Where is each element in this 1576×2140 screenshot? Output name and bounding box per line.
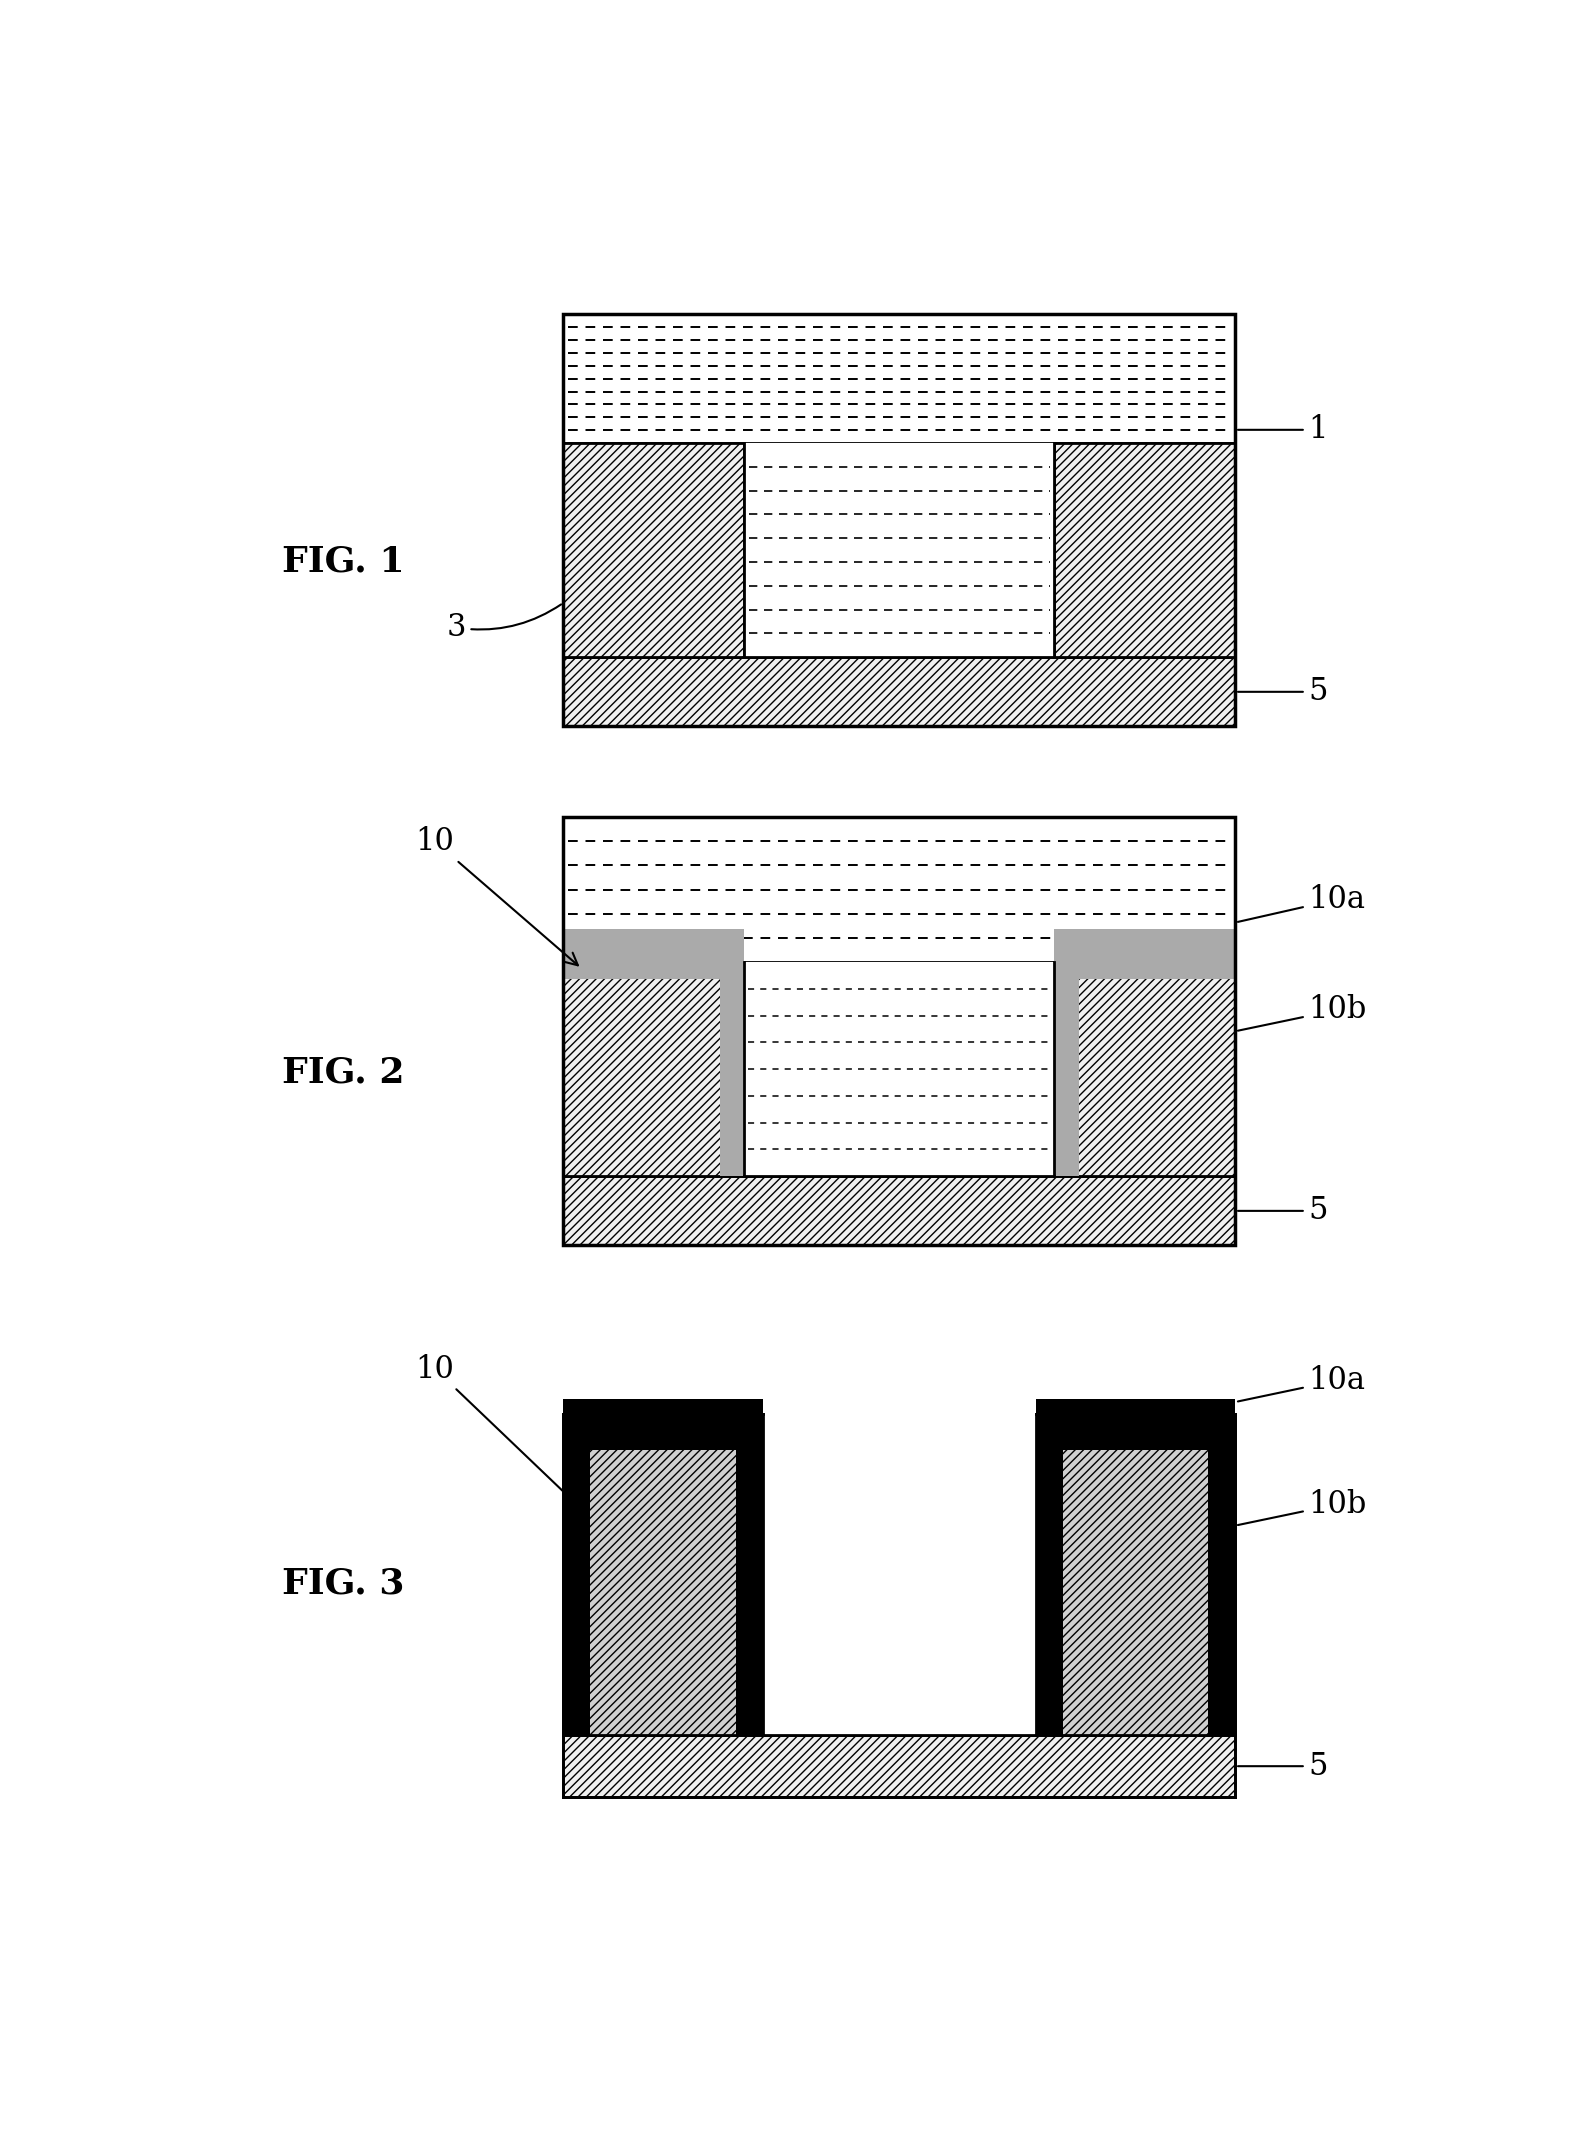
Bar	[564, 657, 1236, 725]
Bar	[763, 1415, 1035, 1736]
Text: 10b: 10b	[1237, 1489, 1366, 1526]
Bar	[564, 963, 744, 1177]
Bar	[1054, 443, 1236, 657]
Bar	[564, 443, 744, 657]
Text: 10a: 10a	[1237, 884, 1365, 922]
Text: 5: 5	[1239, 676, 1329, 708]
Bar	[744, 963, 1054, 1177]
Text: 3: 3	[446, 603, 561, 642]
Bar	[1035, 1400, 1236, 1449]
Text: FIG. 2: FIG. 2	[282, 1055, 405, 1089]
Bar	[564, 1400, 763, 1449]
Bar	[736, 1415, 763, 1736]
Bar	[744, 443, 1054, 657]
Text: FIG. 3: FIG. 3	[282, 1566, 405, 1601]
Bar	[1054, 963, 1080, 1177]
Bar	[564, 929, 744, 978]
Bar	[1054, 963, 1236, 1177]
Bar	[720, 963, 744, 1177]
Text: FIG. 1: FIG. 1	[282, 546, 405, 578]
Bar	[1054, 929, 1236, 978]
Text: 1: 1	[1239, 415, 1329, 445]
Bar	[564, 1415, 763, 1736]
Bar	[564, 315, 1236, 725]
Text: 10: 10	[416, 826, 578, 965]
Bar	[564, 315, 1236, 443]
Bar	[1035, 1415, 1062, 1736]
Bar	[564, 1177, 1236, 1245]
Bar	[564, 1736, 1236, 1798]
Bar	[1209, 1415, 1236, 1736]
Text: 5: 5	[1239, 1196, 1329, 1226]
Text: 5: 5	[1239, 1751, 1329, 1783]
Text: 10b: 10b	[1237, 995, 1366, 1031]
Bar	[564, 817, 1236, 1245]
Bar	[564, 817, 1236, 963]
Text: 10a: 10a	[1237, 1365, 1365, 1402]
Bar	[564, 1415, 591, 1736]
Bar	[1035, 1415, 1236, 1736]
Text: 10: 10	[416, 1355, 578, 1507]
